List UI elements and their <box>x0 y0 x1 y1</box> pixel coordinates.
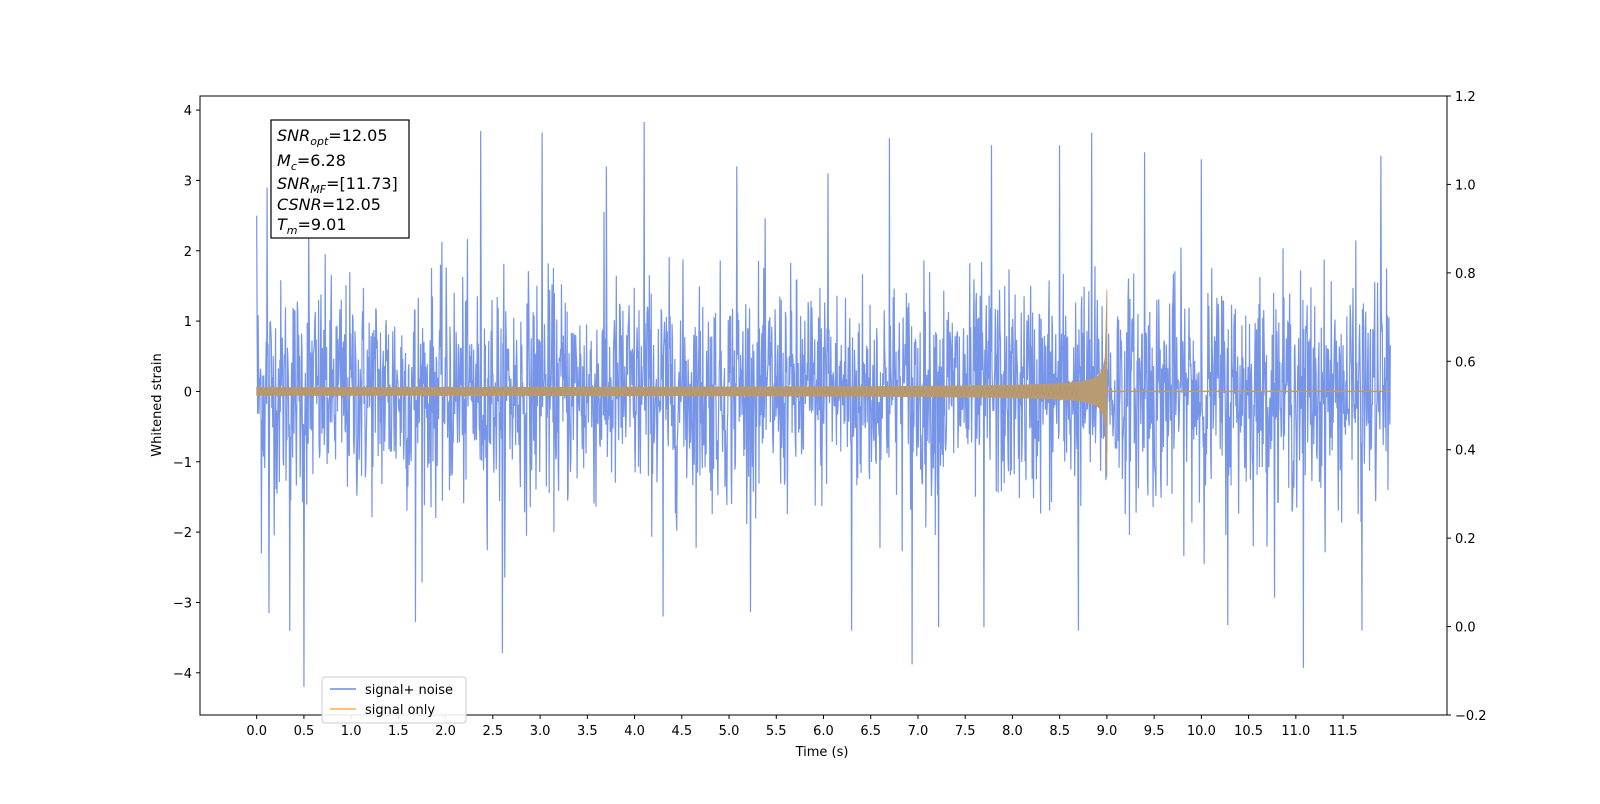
x-tick-label: 8.5 <box>1049 724 1070 739</box>
x-tick-label: 9.5 <box>1144 724 1165 739</box>
x-tick-label: 3.0 <box>530 724 551 739</box>
x-tick-label: 1.5 <box>388 724 409 739</box>
y2-tick-label: 1.0 <box>1455 178 1476 193</box>
y-tick-label: 4 <box>184 104 192 119</box>
y-axis-left: −4 −3 −2 −1 0 1 2 3 4 <box>173 104 200 682</box>
x-tick-label: 7.0 <box>908 724 929 739</box>
y-tick-label: −4 <box>173 667 192 682</box>
y-tick-label: 1 <box>184 315 192 330</box>
y2-tick-label: 0.4 <box>1455 444 1476 459</box>
y-tick-label: 3 <box>184 174 192 189</box>
y-tick-label: −2 <box>173 526 192 541</box>
legend-label-signal-only: signal only <box>365 703 435 718</box>
x-tick-label: 5.0 <box>719 724 740 739</box>
y2-tick-label: −0.2 <box>1455 709 1487 724</box>
legend: signal+ noise signal only <box>321 676 467 724</box>
y2-tick-label: 0.8 <box>1455 267 1476 282</box>
x-tick-label: 8.0 <box>1002 724 1023 739</box>
x-tick-label: 10.0 <box>1187 724 1216 739</box>
annotation-line: SNRopt=12.05 <box>277 126 388 148</box>
signal-only-envelope <box>256 289 1108 478</box>
annotation-line: CSNR=12.05 <box>277 195 381 214</box>
annotation-line: Tm=9.01 <box>277 215 347 237</box>
x-tick-label: 2.5 <box>483 724 504 739</box>
x-tick-label: 3.5 <box>577 724 598 739</box>
y-axis-label: Whitened strain <box>150 353 165 456</box>
x-tick-label: 4.5 <box>671 724 692 739</box>
signal-only-series <box>256 289 1391 478</box>
x-axis: 0.0 0.5 1.0 1.5 2.0 2.5 3.0 3.5 4.0 4.5 5.0 5.5 6.0 6… <box>246 715 1358 739</box>
x-tick-label: 7.5 <box>955 724 976 739</box>
y-tick-label: −1 <box>173 456 192 471</box>
x-tick-label: 9.0 <box>1097 724 1118 739</box>
x-tick-label: 11.5 <box>1329 724 1358 739</box>
x-tick-label: 2.0 <box>435 724 456 739</box>
y2-tick-label: 0.6 <box>1455 355 1476 370</box>
x-tick-label: 6.0 <box>813 724 834 739</box>
x-tick-label: 11.0 <box>1281 724 1310 739</box>
signal-only-oscillation <box>256 385 1079 398</box>
x-axis-label: Time (s) <box>795 745 849 760</box>
y-tick-label: 0 <box>184 385 192 400</box>
y-tick-label: −3 <box>173 596 192 611</box>
legend-label-signal-noise: signal+ noise <box>365 683 453 698</box>
x-tick-label: 0.5 <box>294 724 315 739</box>
annotation-line: SNRMF=[11.73] <box>277 174 398 196</box>
legend-frame <box>321 676 467 724</box>
y-axis-right: −0.2 0.0 0.2 0.4 0.6 0.8 1.0 1.2 <box>1447 90 1487 724</box>
x-tick-label: 4.0 <box>624 724 645 739</box>
y-tick-label: 2 <box>184 245 192 260</box>
annotation-line: Mc=6.28 <box>277 151 346 173</box>
annotation-frame <box>270 119 410 239</box>
y2-tick-label: 0.2 <box>1455 532 1476 547</box>
x-tick-label: 5.5 <box>766 724 787 739</box>
annotation-box: SNRopt=12.05 Mc=6.28SNRMF=[11.73]CSNR=12.… <box>270 119 410 239</box>
plot-area <box>256 122 1391 687</box>
x-tick-label: 10.5 <box>1234 724 1263 739</box>
x-tick-label: 1.0 <box>341 724 362 739</box>
y2-tick-label: 1.2 <box>1455 90 1476 105</box>
x-tick-label: 6.5 <box>860 724 881 739</box>
y2-tick-label: 0.0 <box>1455 621 1476 636</box>
x-tick-label: 0.0 <box>246 724 267 739</box>
